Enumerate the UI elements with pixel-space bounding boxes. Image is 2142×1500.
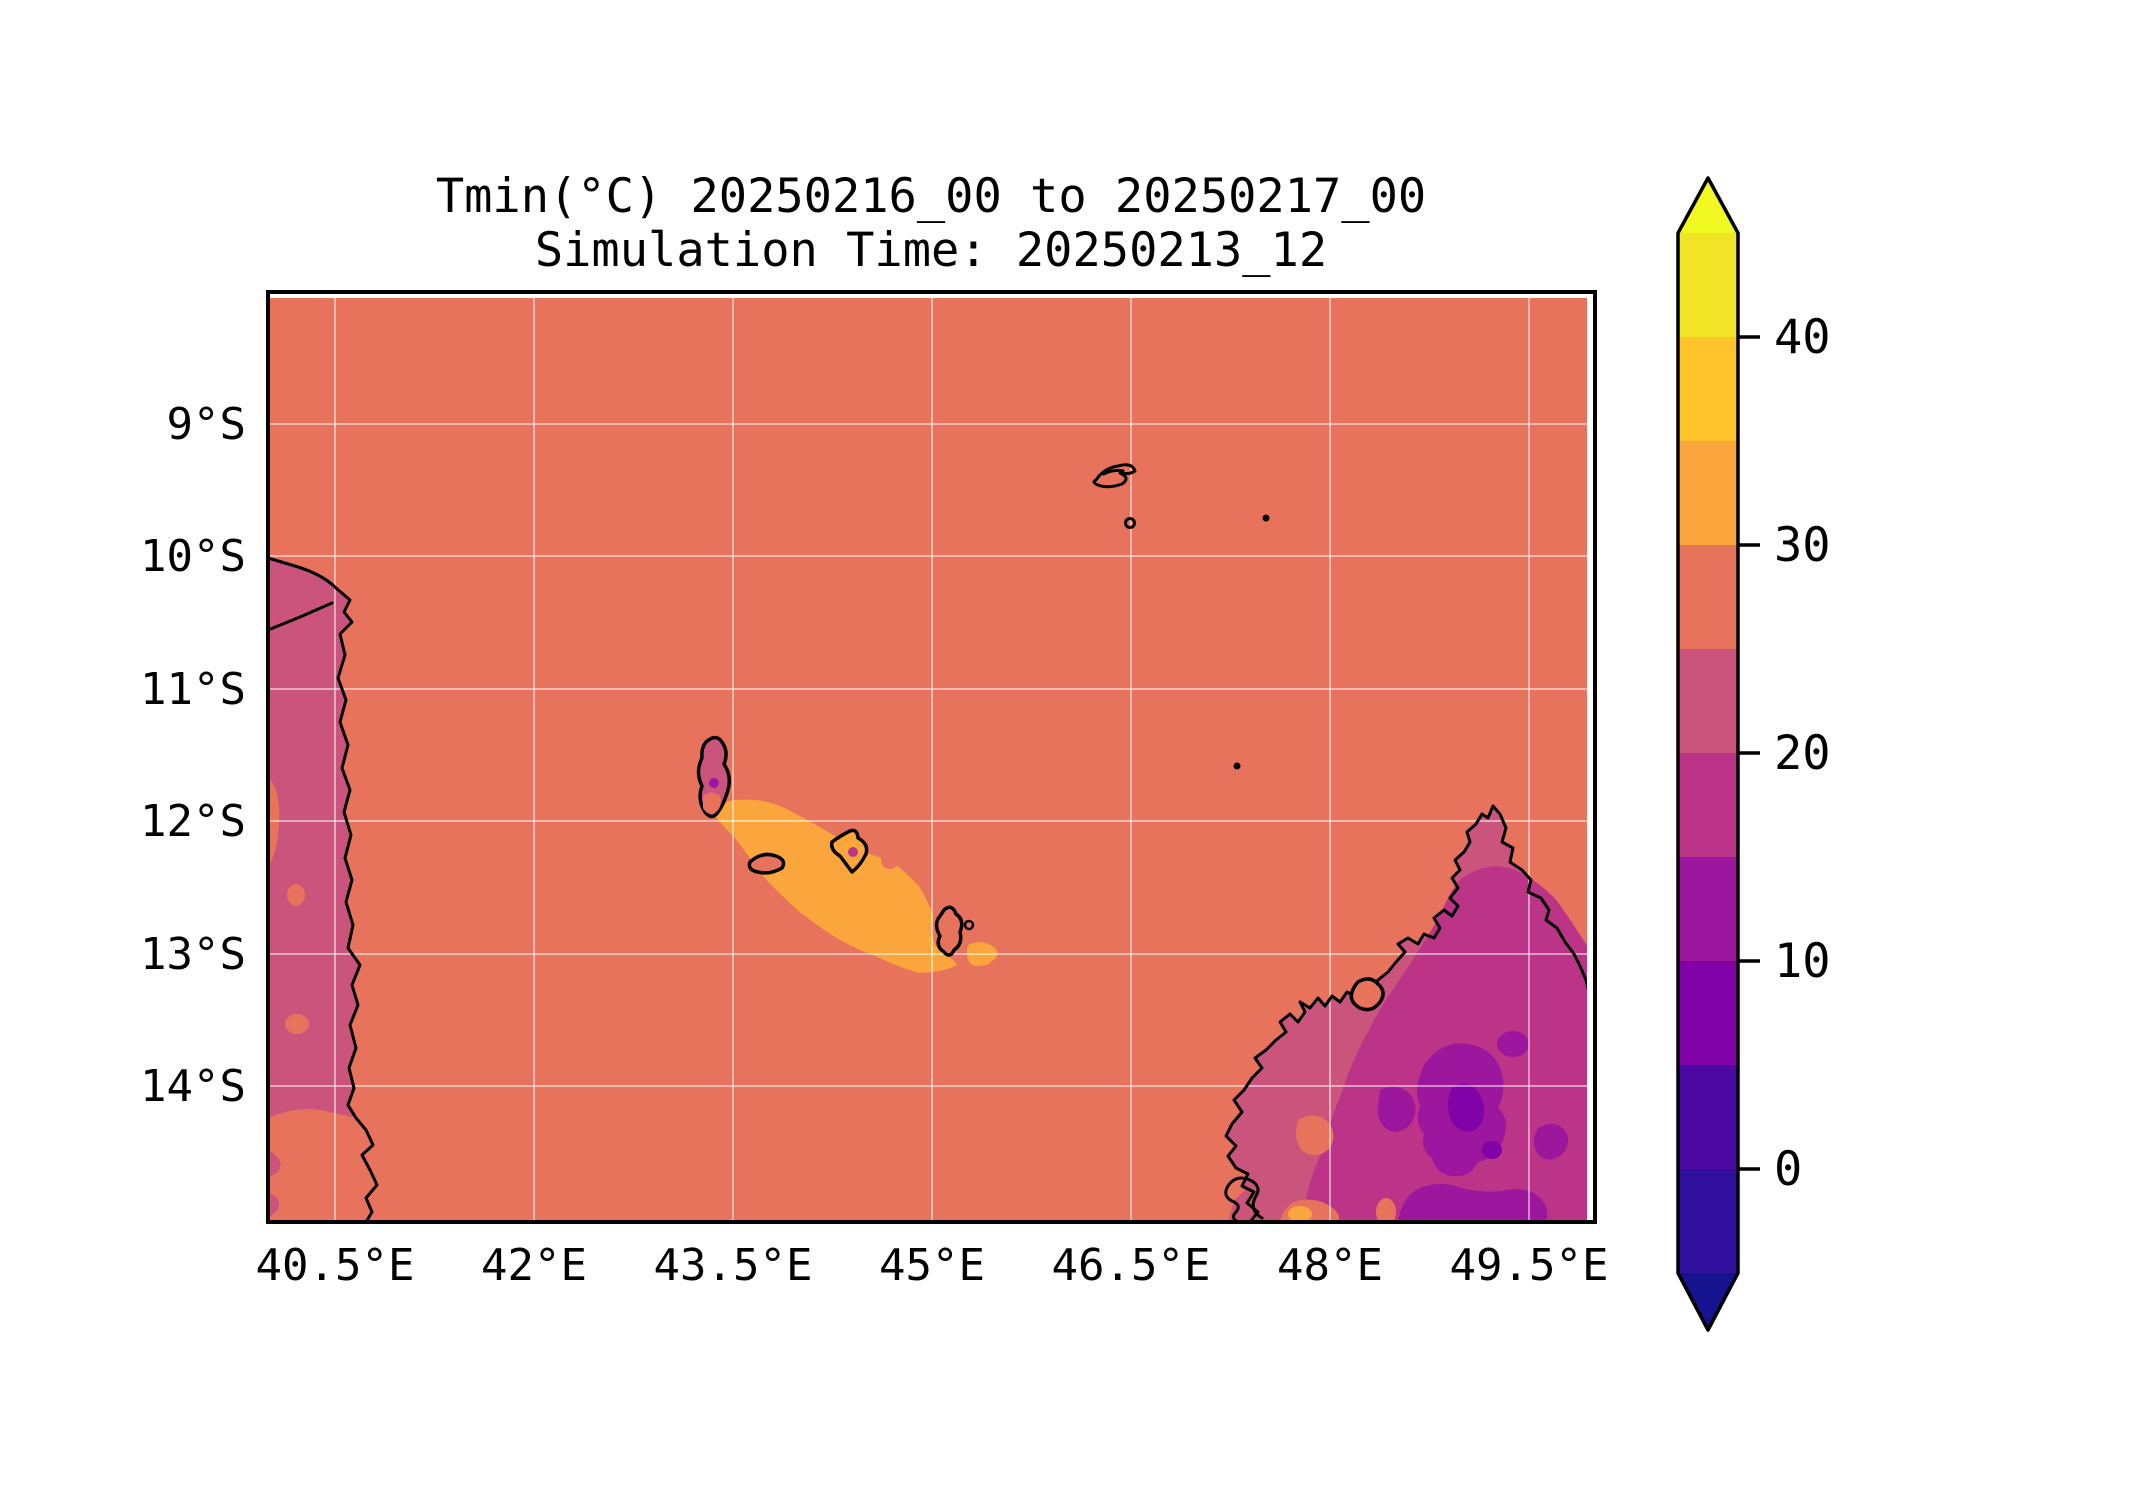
- x-tick-46-5e: 46.5°E: [1052, 1240, 1211, 1291]
- salmon-hole-in-blob: [881, 853, 899, 869]
- madagascar-east-coastline: [1491, 804, 1587, 991]
- africa-salmon-spot2: [285, 1014, 309, 1034]
- colorbar: 40 30 20 10 0: [1676, 176, 1831, 1332]
- madagascar-highland-10-15-e: [1497, 1031, 1529, 1057]
- mayotte-island: [934, 905, 964, 957]
- colorbar-ticks: [1738, 335, 1760, 1171]
- moheli-island: [747, 852, 786, 875]
- anjouan-cool-dot: [848, 847, 858, 857]
- x-tick-48e: 48°E: [1277, 1240, 1383, 1291]
- pamanzi-islet-ring: [963, 919, 975, 931]
- madagascar-hook-coastline: [1224, 1176, 1264, 1222]
- cosmoledo-dot: [1262, 514, 1270, 522]
- colorbar-band-15-20: [1678, 753, 1738, 857]
- assumption-island-ring: [1124, 517, 1136, 529]
- madagascar-coastal-salmon-c: [1376, 1198, 1396, 1222]
- colorbar-label-40: 40: [1774, 310, 1831, 365]
- madagascar-interior-15-20: [1302, 866, 1587, 1222]
- madagascar-highland-10-15-d: [1377, 1086, 1416, 1132]
- africa-coastline: [268, 556, 379, 1222]
- madagascar-coastal-orange-spot: [1288, 1206, 1312, 1222]
- colorbar-outline: [1676, 176, 1740, 1332]
- figure-title-line2: Simulation Time: 20250213_12: [535, 223, 1327, 278]
- x-tick-43-5e: 43.5°E: [654, 1240, 813, 1291]
- glorioso-dot: [1233, 762, 1241, 770]
- x-tick-45e: 45°E: [879, 1240, 985, 1291]
- x-tick-40-5e: 40.5°E: [256, 1240, 415, 1291]
- africa-land-20-25: [268, 558, 377, 1222]
- colorbar-band-35-40: [1678, 337, 1738, 441]
- colorbar-label-0: 0: [1774, 1142, 1802, 1197]
- comoros-warm-blob-30-35: [712, 799, 957, 973]
- figure-title-line1: Tmin(°C) 20250216_00 to 20250217_00: [436, 169, 1426, 224]
- grande-comore-south-salmon: [703, 792, 721, 814]
- grande-comore-cool-dot: [709, 778, 719, 788]
- aldabra-atoll-outline: [1092, 463, 1137, 489]
- colorbar-band-0-5: [1678, 1065, 1738, 1169]
- madagascar-highland-10-15-b: [1534, 1123, 1568, 1160]
- map-canvas: [268, 298, 1587, 1222]
- colorbar-band-40-45: [1678, 233, 1738, 337]
- colorbar-band-20-25: [1678, 649, 1738, 753]
- gridlines: [268, 298, 1587, 1222]
- madagascar-west-coastline: [1224, 804, 1495, 1222]
- africa-salmon-spot: [287, 884, 305, 906]
- colorbar-label-30: 30: [1774, 518, 1831, 573]
- madagascar-core-5-10-dot: [1482, 1141, 1502, 1159]
- y-tick-10s: 10°S: [140, 531, 246, 582]
- x-tick-42e: 42°E: [481, 1240, 587, 1291]
- colorbar-band-25-30: [1678, 545, 1738, 649]
- colorbar-band-5-10: [1678, 961, 1738, 1065]
- madagascar-coastal-salmon-a: [1296, 1115, 1334, 1156]
- axes-border: [266, 290, 1597, 1224]
- africa-bottom-pink-lump2: [268, 1192, 280, 1218]
- y-tick-9s: 9°S: [167, 399, 246, 450]
- coastlines: [268, 463, 1587, 1222]
- x-axis-labels: 40.5°E 42°E 43.5°E 45°E 46.5°E 48°E 49.5…: [256, 1240, 1609, 1291]
- y-tick-13s: 13°S: [140, 929, 246, 980]
- africa-bottom-pink-lump1: [268, 1150, 281, 1178]
- colorbar-arrow-under: [1678, 1273, 1738, 1330]
- madagascar-core-5-10: [1448, 1083, 1485, 1132]
- nosy-be-island: [1349, 977, 1385, 1012]
- colorbar-band-m5-0: [1678, 1169, 1738, 1273]
- colorbar-arrow-over: [1678, 178, 1738, 233]
- colorbar-band-10-15: [1678, 857, 1738, 961]
- y-axis-labels: 9°S 10°S 11°S 12°S 13°S 14°S: [140, 399, 246, 1112]
- x-tick-49-5e: 49.5°E: [1450, 1240, 1609, 1291]
- colorbar-band-30-35: [1678, 441, 1738, 545]
- africa-land-south-25-30: [268, 1109, 377, 1222]
- y-tick-14s: 14°S: [140, 1061, 246, 1112]
- colorbar-label-20: 20: [1774, 726, 1831, 781]
- comoros-islands: [696, 735, 1385, 1012]
- y-tick-11s: 11°S: [140, 664, 246, 715]
- y-tick-12s: 12°S: [140, 796, 246, 847]
- colorbar-labels: 40 30 20 10 0: [1774, 310, 1831, 1197]
- madagascar-highland-10-15-c: [1398, 1184, 1548, 1222]
- colorbar-label-10: 10: [1774, 934, 1831, 989]
- africa-inlet-line: [268, 601, 334, 632]
